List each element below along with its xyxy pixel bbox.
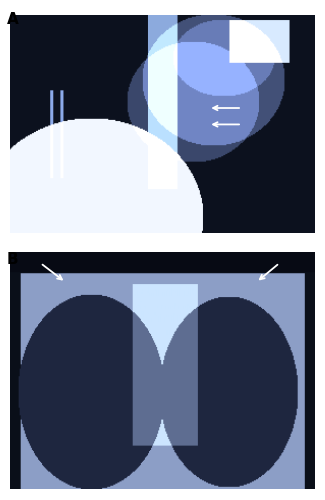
Text: B: B: [6, 252, 18, 268]
Text: A: A: [6, 12, 18, 28]
